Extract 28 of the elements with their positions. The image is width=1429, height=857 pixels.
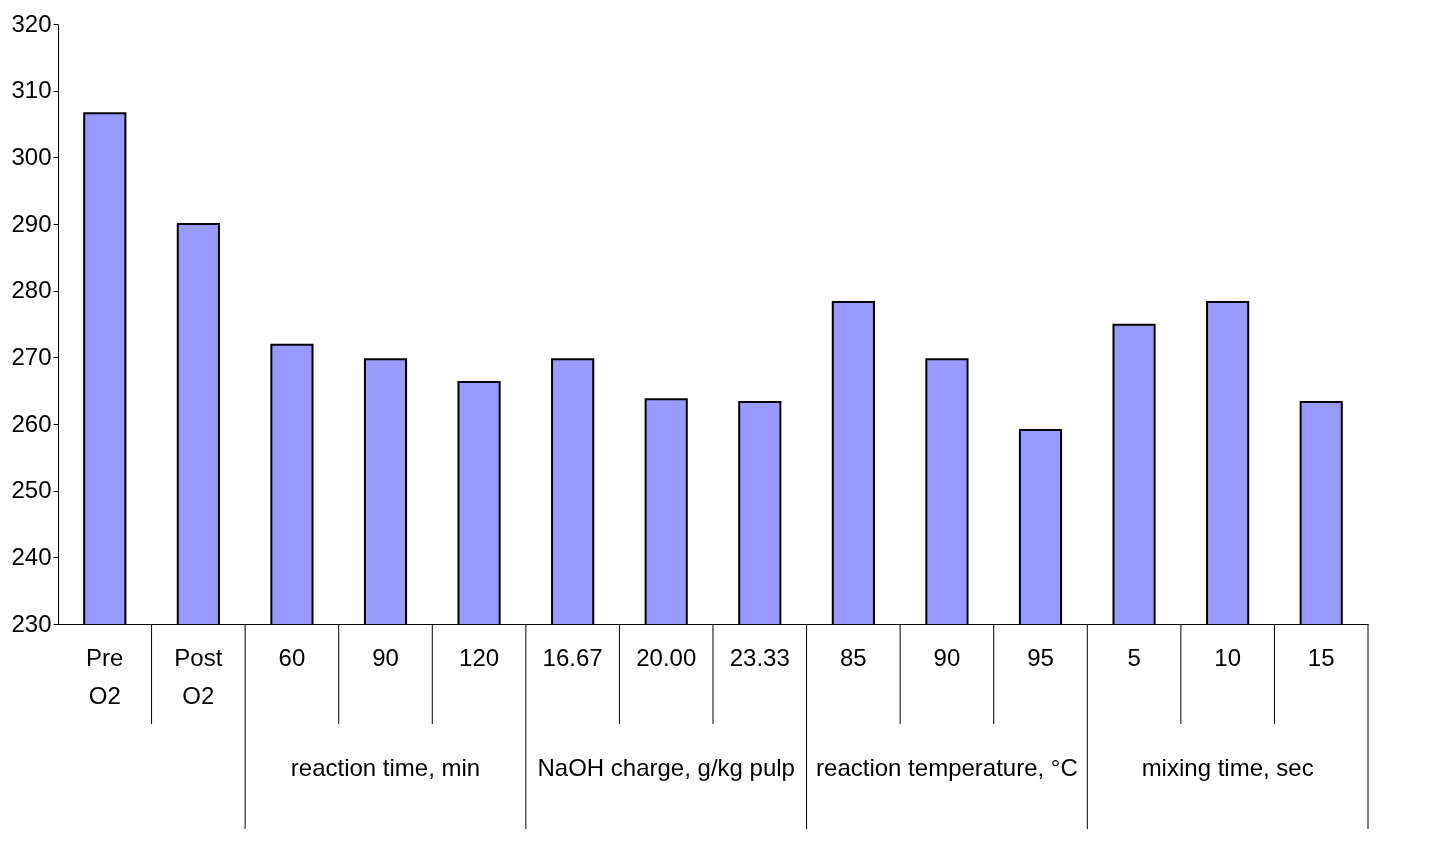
x-tick-label: 5 bbox=[1127, 643, 1141, 671]
text: NaOH charge, g/kg pulp bbox=[537, 754, 795, 781]
x-tick-label: Post O2 bbox=[174, 643, 223, 709]
x-tick-label: Pre O2 bbox=[86, 643, 124, 709]
x-tick-label: 10 bbox=[1214, 643, 1241, 671]
text: mixing time, sec bbox=[1141, 754, 1314, 781]
text: reaction temperature, °C bbox=[816, 754, 1078, 781]
x-tick-label: 60 bbox=[278, 643, 306, 671]
y-tick-label: 250 bbox=[11, 476, 52, 504]
y-tick-label: 240 bbox=[11, 542, 52, 570]
x-tick-label: 95 bbox=[1027, 643, 1054, 671]
y-tick-label: 260 bbox=[11, 409, 52, 437]
y-tick-label: 280 bbox=[11, 276, 52, 304]
text: reaction time, min bbox=[290, 754, 481, 781]
y-tick-label: 270 bbox=[11, 342, 52, 370]
x-tick-label: 85 bbox=[840, 643, 867, 671]
x-tick-label: 16.67 bbox=[542, 643, 603, 671]
x-tick-label: 90 bbox=[372, 643, 399, 671]
x-tick-label: 90 bbox=[933, 643, 961, 671]
y-tick-label: 310 bbox=[11, 76, 52, 104]
x-tick-label: 20.00 bbox=[636, 643, 697, 671]
x-tick-label: 15 bbox=[1307, 643, 1335, 671]
x-tick-label: 23.33 bbox=[729, 643, 790, 671]
y-tick-label: 300 bbox=[11, 142, 52, 170]
y-tick-label: 320 bbox=[11, 9, 52, 37]
y-tick-label: 290 bbox=[11, 209, 52, 237]
y-tick-label: 230 bbox=[11, 609, 52, 637]
x-tick-label: 120 bbox=[459, 643, 500, 671]
